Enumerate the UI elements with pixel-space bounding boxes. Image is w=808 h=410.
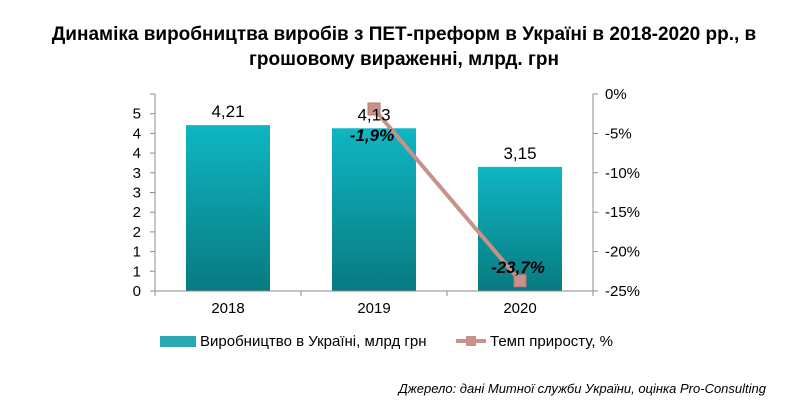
chart-title: Динаміка виробництва виробів з ПЕТ-префо… [0,22,808,72]
legend: Виробництво в Україні, млрд грн Темп при… [160,333,613,350]
right-axis-tick-label: 0% [605,86,627,103]
production-value-label: 4,21 [211,102,244,121]
left-axis-tick-label: 4 [133,125,141,142]
bar-series [186,125,562,291]
left-axis-tick-label: 2 [133,204,141,221]
left-axis-tick-label: 1 [133,263,141,280]
growth-marker [367,102,381,116]
right-axis-tick-label: -25% [605,283,640,300]
left-axis: 0 1 1 2 2 3 3 4 4 5 [133,93,156,300]
x-axis-tick-label: 2020 [503,300,536,317]
legend-swatch-growth-marker [466,336,476,346]
right-axis-tick-label: -5% [605,125,632,142]
growth-marker [513,274,527,288]
production-bar-2018 [186,125,270,291]
growth-value-label: -1,9% [350,126,394,145]
production-bar-2019 [332,128,416,291]
x-axis: 2018 2019 2020 [154,290,594,317]
growth-line-series [367,102,527,288]
legend-label-production: Виробництво в Україні, млрд грн [200,333,427,350]
right-axis-tick-label: -15% [605,204,640,221]
right-axis-tick-label: -20% [605,244,640,261]
right-axis: 0% -5% -10% -15% -20% -25% [592,86,640,300]
left-axis-tick-label: 3 [133,165,141,182]
production-value-label: 3,15 [503,144,536,163]
growth-value-label: -23,7% [491,258,545,277]
left-axis-tick-label: 1 [133,244,141,261]
x-axis-tick-label: 2019 [357,300,390,317]
production-value-label: 4,13 [357,105,390,124]
left-axis-tick-label: 5 [133,106,141,123]
source-note: Джерело: дані Митної служби України, оці… [398,381,766,396]
growth-line [372,107,522,283]
production-bar-2020 [478,166,562,291]
right-axis-tick-label: -10% [605,165,640,182]
left-axis-tick-label: 4 [133,145,141,162]
left-axis-tick-label: 3 [133,185,141,202]
legend-swatch-production [160,336,196,347]
chart-title-line1: Динаміка виробництва виробів з ПЕТ-префо… [51,24,757,45]
data-labels: 4,21 4,13 3,15 -1,9% -23,7% [211,102,544,277]
legend-label-growth: Темп приросту, % [490,333,613,350]
chart-title-line2: грошовому вираженні, млрд. грн [249,49,559,70]
x-axis-tick-label: 2018 [211,300,244,317]
left-axis-tick-label: 0 [133,283,141,300]
left-axis-tick-label: 2 [133,224,141,241]
